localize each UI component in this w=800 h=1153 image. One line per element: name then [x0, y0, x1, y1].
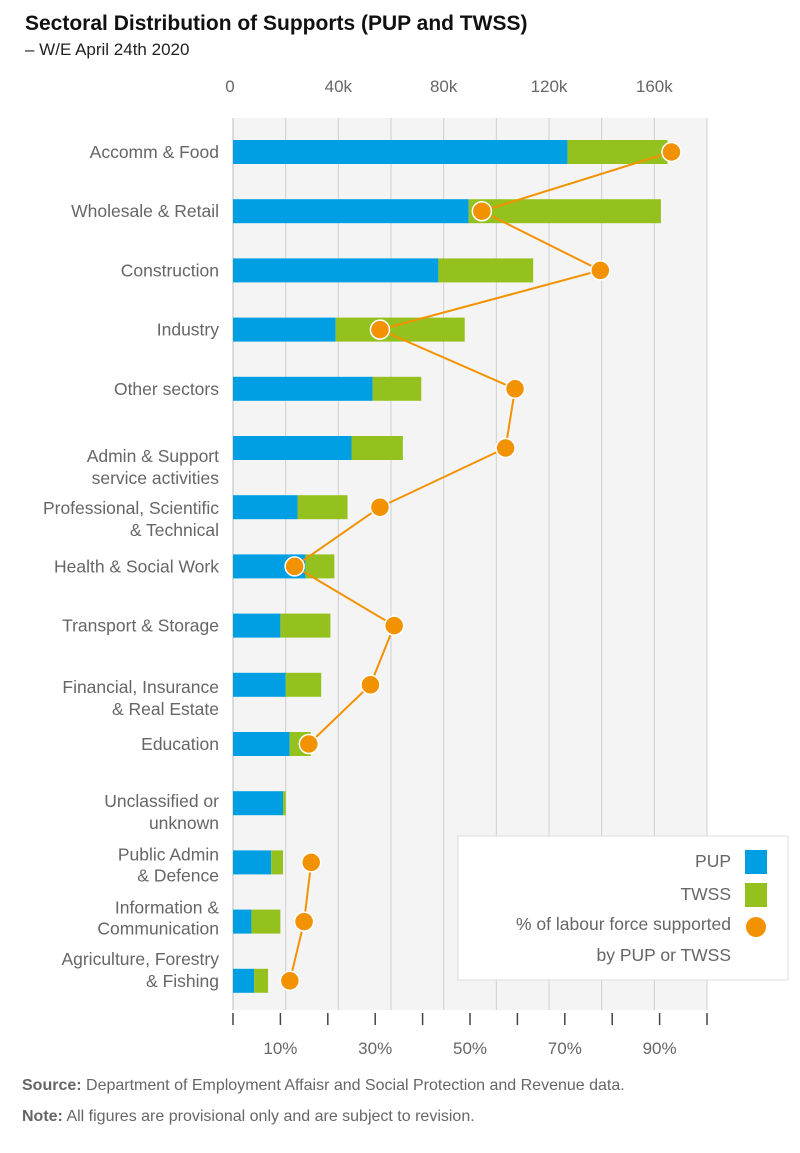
legend-swatch-percent	[746, 917, 766, 937]
category-label: Construction	[121, 260, 219, 280]
bar-twss	[305, 554, 335, 579]
bar-twss	[297, 495, 348, 520]
category-label: Agriculture, Forestry	[61, 949, 219, 969]
bar-twss	[372, 376, 422, 401]
note-text: All figures are provisional only and are…	[62, 1108, 475, 1125]
category-label: Transport & Storage	[62, 616, 219, 636]
bottom-tick-label: 30%	[358, 1039, 392, 1058]
category-label: Accomm & Food	[90, 142, 219, 162]
bar-twss	[254, 968, 269, 993]
note-label: Note:	[22, 1108, 63, 1125]
percent-point	[298, 733, 320, 755]
bar-pup	[233, 909, 252, 934]
bottom-tick-label: 70%	[548, 1039, 582, 1058]
bar-twss	[567, 140, 668, 164]
category-label: Financial, Insurance	[62, 677, 219, 697]
bar-pup	[233, 791, 284, 816]
category-label: unknown	[149, 813, 219, 833]
legend-label-percent-2: by PUP or TWSS	[596, 945, 731, 965]
top-tick-label: 0	[225, 77, 234, 96]
bar-pup	[233, 672, 286, 697]
category-label: Wholesale & Retail	[71, 201, 219, 221]
source-text: Department of Employment Affaisr and Soc…	[81, 1077, 625, 1094]
legend-label-twss: TWSS	[680, 884, 731, 904]
bar-twss	[285, 672, 322, 697]
percent-point	[300, 852, 322, 873]
bar-twss	[438, 258, 534, 283]
percent-point	[383, 615, 405, 636]
top-tick-label: 40k	[325, 77, 353, 96]
chart-subtitle: – W/E April 24th 2020	[25, 40, 190, 59]
legend-swatch-twss	[745, 883, 767, 907]
bar-pup	[233, 968, 255, 993]
top-tick-label: 160k	[636, 77, 673, 96]
category-label: Unclassified or	[104, 791, 219, 811]
bottom-tick-label: 90%	[643, 1039, 677, 1058]
bar-pup	[233, 376, 373, 401]
bar-pup	[233, 495, 298, 520]
bar-twss	[251, 909, 281, 934]
bar-twss	[280, 613, 331, 638]
category-label: Public Admin	[118, 844, 219, 864]
top-tick-label: 120k	[531, 77, 568, 96]
source-label: Source:	[22, 1077, 82, 1094]
category-label: Industry	[157, 320, 219, 340]
category-label: service activities	[92, 468, 220, 488]
bar-pup	[233, 258, 439, 283]
percent-point	[284, 556, 305, 577]
category-label: & Defence	[137, 865, 219, 885]
bottom-tick-label: 10%	[263, 1039, 297, 1058]
percent-point	[369, 496, 391, 518]
category-label: Admin & Support	[87, 446, 219, 466]
percent-point	[279, 970, 301, 992]
bar-pup	[233, 140, 568, 164]
category-label: Communication	[97, 919, 219, 939]
percent-point	[360, 674, 381, 696]
percent-point	[293, 911, 315, 932]
percent-point	[590, 260, 611, 281]
percent-point	[504, 378, 526, 400]
legend-box	[457, 835, 789, 981]
chart-title: Sectoral Distribution of Supports (PUP a…	[25, 12, 528, 35]
bar-pup	[233, 850, 272, 875]
category-label: & Fishing	[146, 971, 219, 991]
legend-label-percent: % of labour force supported	[516, 914, 731, 934]
bar-twss	[271, 850, 284, 875]
bar-pup	[233, 613, 281, 638]
category-label: Information &	[115, 898, 219, 918]
provisional-note: Note: All figures are provisional only a…	[22, 1108, 475, 1126]
bar-pup	[233, 732, 290, 756]
top-tick-label: 80k	[430, 77, 458, 96]
category-label: & Technical	[130, 520, 219, 540]
category-label: Health & Social Work	[54, 556, 219, 576]
legend-swatch-pup	[745, 850, 767, 874]
legend-label-pup: PUP	[695, 851, 731, 871]
bottom-tick-label: 50%	[453, 1039, 487, 1058]
bar-twss	[468, 199, 661, 224]
category-label: Education	[141, 734, 219, 754]
percent-point	[369, 319, 391, 340]
bar-twss	[283, 791, 286, 816]
source-note: Source: Department of Employment Affaisr…	[22, 1077, 625, 1095]
category-label: Professional, Scientific	[43, 498, 219, 518]
category-label: Other sectors	[114, 379, 219, 399]
percent-point	[661, 141, 682, 163]
bar-pup	[233, 317, 336, 342]
bar-pup	[233, 436, 352, 460]
percent-point	[471, 200, 493, 222]
bar-twss	[351, 436, 403, 460]
bar-pup	[233, 199, 469, 224]
category-label: & Real Estate	[112, 699, 219, 719]
percent-point	[495, 437, 516, 459]
